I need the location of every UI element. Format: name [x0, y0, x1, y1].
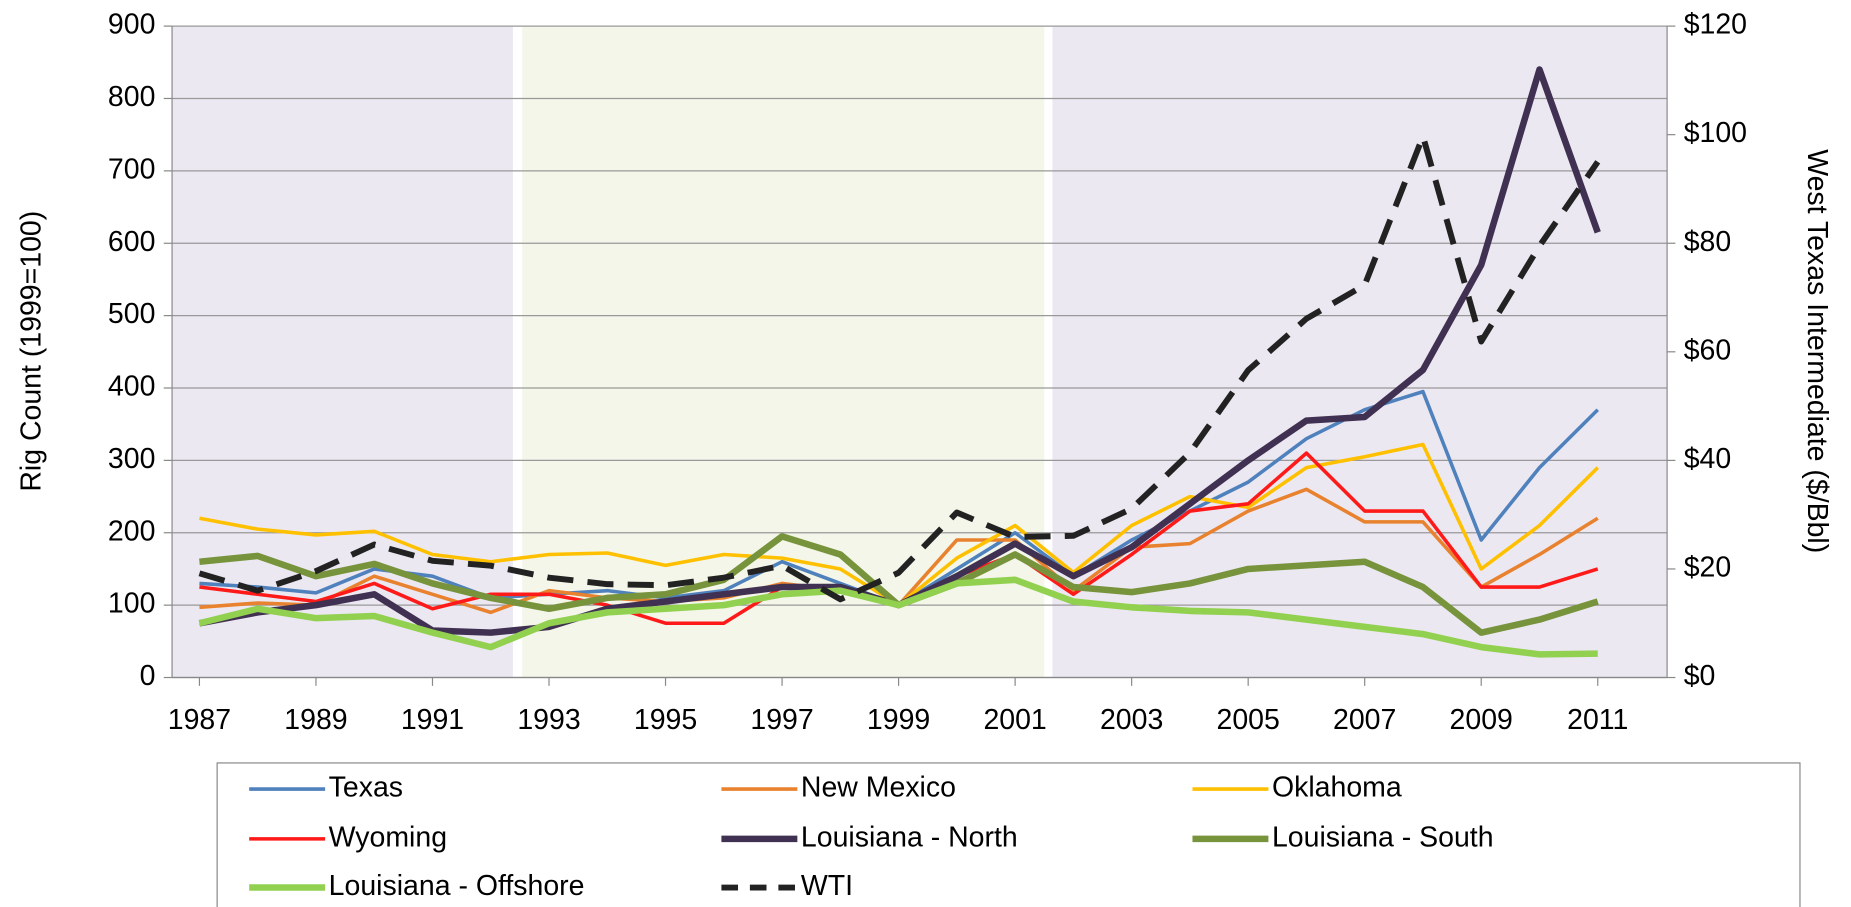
legend-box	[216, 762, 1801, 907]
x-tick-label: 1991	[401, 704, 464, 736]
legend-label: Oklahoma	[1272, 772, 1402, 804]
x-tick-label: 2011	[1567, 704, 1628, 736]
y2-tick-label: $0	[1684, 660, 1716, 692]
y2-tick-label: $80	[1684, 226, 1732, 258]
legend-label: Louisiana - North	[801, 821, 1018, 853]
y-tick-label: 500	[108, 298, 156, 330]
legend-label: Wyoming	[329, 821, 447, 853]
y2-tick-label: $60	[1684, 334, 1732, 366]
y2-tick-label: $120	[1684, 9, 1747, 41]
shaded-region	[1052, 26, 1668, 678]
x-tick-label: 1995	[634, 704, 697, 736]
x-tick-label: 1989	[284, 704, 347, 736]
x-tick-label: 2005	[1217, 704, 1280, 736]
legend-label: Louisiana - South	[1272, 821, 1494, 853]
y-tick-label: 100	[108, 588, 156, 620]
series-line	[198, 133, 1601, 603]
y-tick-label: 300	[108, 443, 156, 475]
y2-tick-label: $40	[1684, 443, 1732, 475]
x-tick-label: 2001	[983, 704, 1046, 736]
x-tick-label: 2007	[1333, 704, 1396, 736]
plot: 0 100 200 300 400 500 600 700 800 900 $0 $20 $40 $60 $…	[108, 9, 1747, 736]
legend-label: Texas	[329, 772, 403, 804]
legend-label: WTI	[801, 870, 853, 902]
x-tick-label: 2003	[1100, 704, 1163, 736]
y2-tick-label: $100	[1684, 117, 1747, 149]
y-tick-label: 200	[108, 515, 156, 547]
legend-label: New Mexico	[801, 772, 956, 804]
x-tick-label: 1987	[168, 704, 231, 736]
y-tick-label: 900	[108, 9, 156, 41]
y-tick-label: 400	[108, 371, 156, 403]
series-line	[198, 576, 1598, 658]
x-tick-label: 1993	[517, 704, 580, 736]
y-axis-label: Rig Count (1999=100)	[16, 211, 48, 492]
y-tick-label: 600	[108, 226, 156, 258]
y2-tick-label: $20	[1684, 551, 1732, 583]
y-tick-label: 700	[108, 153, 156, 185]
y2-axis-label: West Texas Intermediate ($/Bbl)	[1801, 149, 1833, 553]
x-tick-label: 1999	[867, 704, 930, 736]
legend-label: Louisiana - Offshore	[329, 870, 585, 902]
x-tick-label: 1997	[750, 704, 813, 736]
y-tick-label: 0	[140, 660, 156, 692]
y-tick-label: 800	[108, 81, 156, 113]
x-tick-label: 2009	[1450, 704, 1513, 736]
